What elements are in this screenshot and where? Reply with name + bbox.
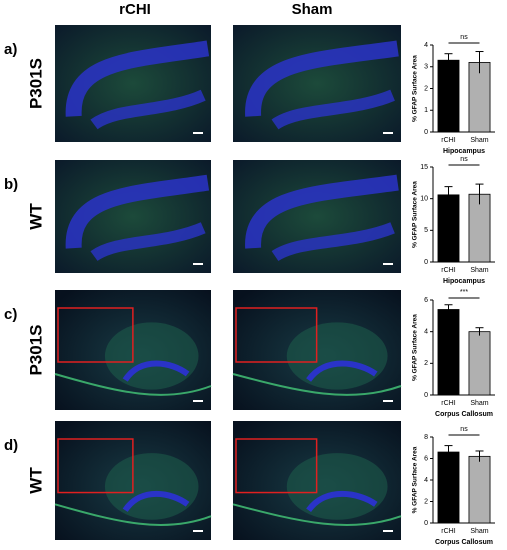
x-axis-label: Hipocampus (443, 148, 485, 155)
significance-label: ns (460, 156, 468, 163)
x-axis-label: Corpus Callosum (435, 539, 493, 546)
significance-label: *** (460, 289, 468, 296)
y-tick-label: 2 (424, 360, 428, 367)
x-tick-label: rCHI (441, 528, 455, 535)
y-tick-label: 15 (420, 164, 428, 171)
cell-layer (65, 174, 210, 249)
y-tick-label: 0 (424, 392, 428, 399)
row-label: WT (26, 203, 45, 230)
y-tick-label: 0 (424, 129, 428, 136)
roi-box (57, 438, 134, 494)
x-tick-label: rCHI (441, 267, 455, 274)
y-tick-label: 8 (424, 434, 428, 441)
y-tick-label: 4 (424, 42, 428, 49)
hippocampus (286, 453, 388, 520)
roi-box (57, 307, 134, 363)
cell-layer (90, 89, 206, 130)
column-header: rCHI (119, 1, 151, 18)
significance-label: ns (460, 34, 468, 41)
x-tick-label: Sham (470, 528, 488, 535)
y-tick-label: 4 (424, 477, 428, 484)
cell-layer (271, 222, 395, 262)
x-tick-label: Sham (470, 267, 488, 274)
y-tick-label: 0 (424, 520, 428, 527)
x-tick-label: Sham (470, 400, 488, 407)
micrographs (54, 25, 402, 540)
bar (437, 59, 460, 133)
x-tick-label: rCHI (441, 137, 455, 144)
y-axis-label: % GFAP Surface Area (412, 314, 419, 381)
y-tick-label: 1 (424, 107, 428, 114)
tissue-edge (54, 373, 212, 396)
y-tick-label: 2 (424, 85, 428, 92)
row-label: P301S (26, 324, 45, 375)
cell-layer (122, 491, 190, 513)
hippocampus (104, 453, 199, 520)
cell-layer (306, 490, 378, 513)
row-label: WT (26, 467, 45, 494)
bar (468, 331, 491, 396)
significance-label: ns (460, 426, 468, 433)
hippocampus (286, 322, 388, 390)
x-tick-label: Sham (470, 137, 488, 144)
y-tick-label: 2 (424, 498, 428, 505)
cell-layer (271, 89, 395, 130)
cell-layer (90, 222, 206, 262)
column-header: Sham (292, 1, 333, 18)
roi-box (235, 307, 318, 363)
cell-layer (245, 40, 399, 117)
cell-layer (245, 174, 399, 249)
tissue-edge (232, 503, 402, 527)
y-axis-label: % GFAP Surface Area (412, 181, 419, 248)
hippocampus (104, 322, 199, 390)
panel-label: a) (4, 41, 17, 58)
cell-layer (306, 360, 378, 382)
bar (437, 309, 460, 396)
y-tick-label: 3 (424, 64, 428, 71)
x-axis-label: Corpus Callosum (435, 411, 493, 418)
tissue-edge (54, 503, 212, 526)
bar (437, 451, 460, 524)
y-tick-label: 0 (424, 259, 428, 266)
x-tick-label: rCHI (441, 400, 455, 407)
y-axis-label: % GFAP Surface Area (412, 446, 419, 513)
bar (437, 194, 460, 263)
y-tick-label: 6 (424, 455, 428, 462)
bar (468, 455, 491, 524)
panel-label: b) (4, 176, 18, 193)
y-tick-label: 6 (424, 297, 428, 304)
y-axis-label: % GFAP Surface Area (412, 55, 419, 122)
roi-box (235, 438, 318, 494)
cell-layer (65, 40, 210, 117)
row-label: P301S (26, 58, 45, 109)
panel-label: d) (4, 437, 18, 454)
tissue-edge (232, 373, 402, 396)
x-axis-label: Hipocampus (443, 278, 485, 285)
panel-label: c) (4, 306, 17, 323)
y-tick-label: 5 (424, 227, 428, 234)
cell-layer (122, 360, 190, 382)
bar (468, 193, 491, 263)
y-tick-label: 4 (424, 329, 428, 336)
y-tick-label: 10 (420, 196, 428, 203)
